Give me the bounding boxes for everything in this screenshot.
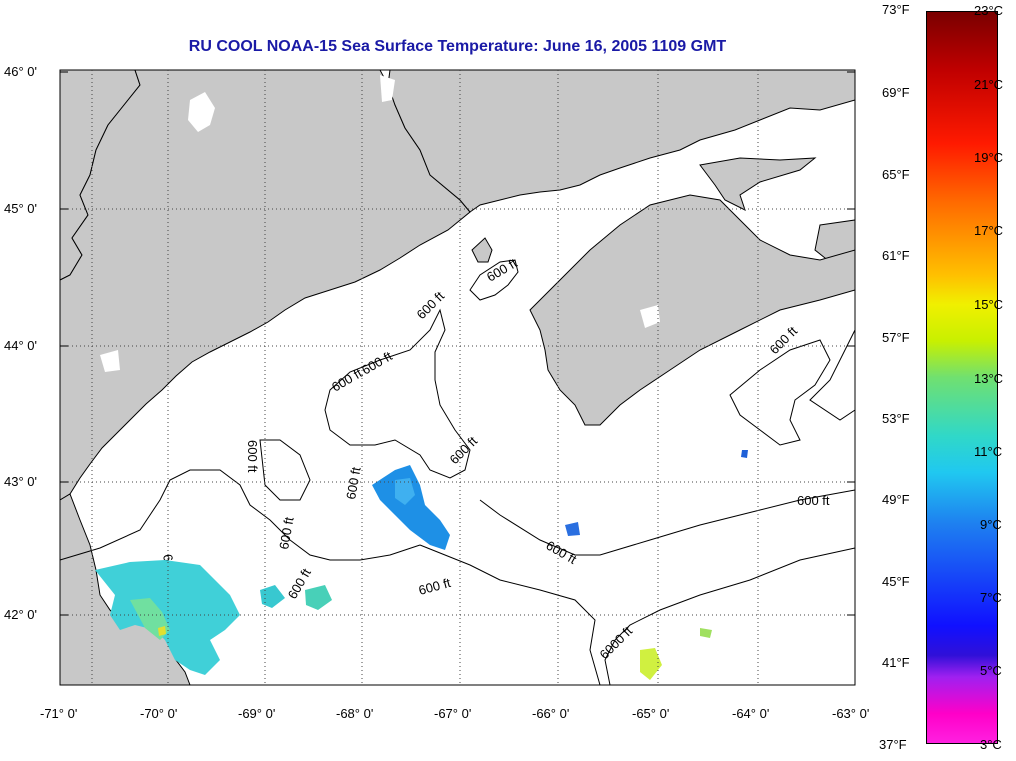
colorbar-c-label: 23°C [974,3,1004,18]
contour-label: 600 ft [245,440,260,473]
lon-tick-label: -70° 0' [140,706,177,721]
lat-tick-label: 46° 0' [4,64,37,79]
sst-patch-ns-small [741,450,748,458]
lon-tick-label: -68° 0' [336,706,373,721]
colorbar-f-label: 45°F [882,574,910,589]
sst-patch-yellow-cape [158,626,166,636]
colorbar-f-label: 61°F [882,248,910,263]
sst-patch-gulf-center-2 [395,478,415,505]
lon-tick-label: -67° 0' [434,706,471,721]
lon-tick-label: -63° 0' [832,706,869,721]
grid-lines [60,70,855,685]
contour-label: 600 ft [343,466,363,501]
sst-patch-gulf-center [372,465,450,550]
colorbar-c-label: 7°C [980,590,1002,605]
lat-tick-label: 44° 0' [4,338,37,353]
lon-tick-label: -65° 0' [632,706,669,721]
colorbar-c-label: 11°C [974,444,1003,459]
sst-data-patches [95,450,748,680]
colorbar-f-label: 41°F [882,655,910,670]
colorbar-f-label: 65°F [882,167,910,182]
frame-ticks [60,71,855,616]
colorbar-c-label: 15°C [974,297,1004,312]
sst-patch-green [700,628,712,638]
colorbar-c-label: 3°C [980,737,1002,752]
colorbar-f-label: 57°F [882,330,910,345]
land-pei [699,157,817,211]
colorbar-c-label: 21°C [974,77,1004,92]
colorbar-f-label: 53°F [882,411,910,426]
lon-labels: -71° 0' -70° 0' -69° 0' -68° 0' -67° 0' … [40,706,869,721]
colorbar-c-label: 17°C [974,223,1004,238]
land-nova-scotia [529,194,856,426]
lat-tick-label: 45° 0' [4,201,37,216]
lon-tick-label: -71° 0' [40,706,77,721]
colorbar-f-label: 49°F [882,492,910,507]
land-new-brunswick [387,69,856,213]
colorbar-c-label: 13°C [974,371,1004,386]
land-cloud-patches [100,75,660,372]
land-grand-manan [471,237,493,263]
contour-label: 600 ft [276,516,296,551]
contour-label: 600 ft [797,493,830,508]
lon-tick-label: -64° 0' [732,706,769,721]
lat-labels: 46° 0' 45° 0' 44° 0' 43° 0' 42° 0' [4,64,37,622]
colorbar-f-label: 69°F [882,85,910,100]
lon-tick-label: -69° 0' [238,706,275,721]
lon-tick-label: -66° 0' [532,706,569,721]
colorbar-f-label: 73°F [882,2,910,17]
lat-tick-label: 43° 0' [4,474,37,489]
colorbar-c-label: 5°C [980,663,1002,678]
map-title: RU COOL NOAA-15 Sea Surface Temperature:… [188,38,727,55]
sst-patch-yellow [640,648,662,680]
temperature-colorbar [926,11,998,744]
colorbar-f-label: 37°F [879,737,907,752]
colorbar-c-label: 19°C [974,150,1004,165]
colorbar-c-label: 9°C [980,517,1002,532]
lat-tick-label: 42° 0' [4,607,37,622]
sst-patch-mid-2 [305,585,332,610]
sst-patch-georges [95,560,240,675]
bathymetry-contours [59,259,856,686]
sst-patch-mid [260,585,285,608]
sst-patch-east [565,522,580,536]
